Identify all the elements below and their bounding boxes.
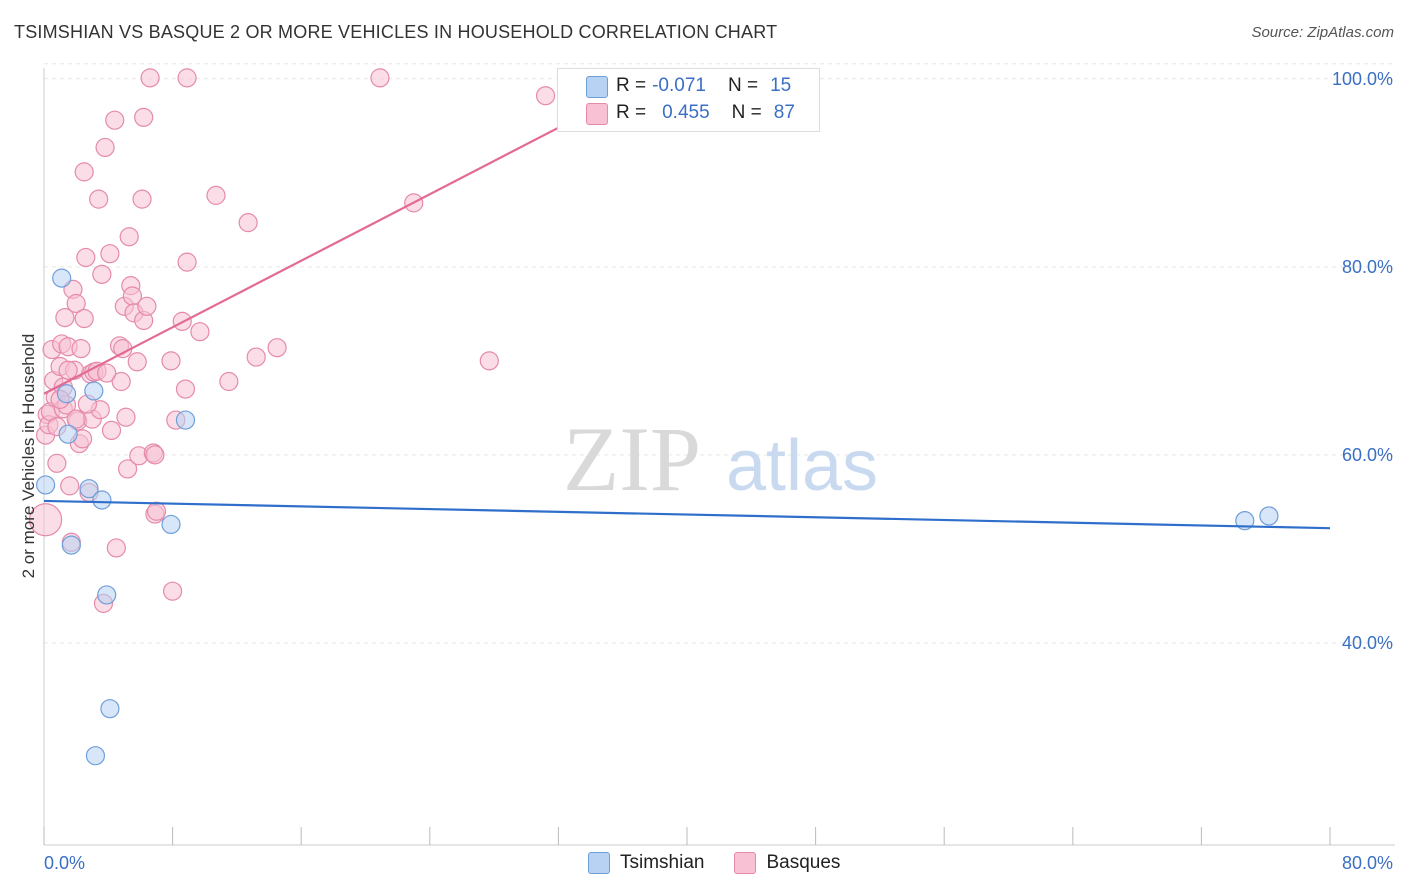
tsimshian-point [92,490,112,510]
basques-point [116,407,136,427]
basques-point [95,137,115,158]
tsimshian-legend-icon [588,852,610,874]
legend-r-value: 0.455 [662,102,710,123]
basques-point [47,453,67,473]
basques-point [97,363,117,383]
basques-point [479,351,499,371]
basques-point [161,351,181,371]
basques-point [132,189,152,209]
basques-point [267,338,287,358]
tsimshian-point [56,384,77,404]
watermark-zip: ZIP [563,408,701,510]
grid-lines [44,63,1395,644]
basques-point [66,293,86,314]
tsimshian-point [84,381,104,401]
basques-point [140,68,160,88]
legend-row-basques: R = 0.455 N = 87 [586,100,795,126]
basques-point [163,581,183,601]
basques-point [101,420,122,441]
basques-swatch-icon [586,103,608,125]
axes [43,68,1395,846]
basques-point [134,107,154,127]
basques-point [76,247,96,268]
legend-n-label: N = [731,102,762,123]
basques-point [119,227,139,247]
basques-point [100,244,120,264]
basques-point [74,308,94,329]
basques-point [137,296,157,316]
legend-n-value: 15 [770,75,792,96]
y-tick-label: 40.0% [1342,633,1393,653]
tsimshian-swatch-icon [586,76,608,98]
basques-point [190,322,210,342]
legend-r-label: R = [616,75,647,96]
y-axis-label: 2 or more Vehicles in Household [19,334,38,579]
legend-label-tsimshian: Tsimshian [620,852,705,873]
tsimshian-point [79,479,99,499]
basques-point [145,445,165,465]
basques-point [117,459,138,479]
basques-point [206,185,226,205]
y-tick-label: 100.0% [1332,69,1393,89]
y-tick-label: 80.0% [1342,257,1393,277]
basques-point [127,352,147,372]
basques-point [146,501,167,521]
tsimshian-point [61,535,81,555]
basques-point [60,476,80,496]
basques-legend-icon [734,852,757,874]
tsimshian-point [97,585,117,605]
legend-row-tsimshian: R = -0.071 N = 15 [586,73,791,99]
tick-labels: 40.0% 60.0% 80.0% 100.0% 0.0% 80.0% [44,69,1393,873]
legend-n-label: N = [727,75,759,96]
legend-n-value: 87 [773,102,795,123]
legend-item-basques: Basques [734,852,840,874]
legend-label-basques: Basques [766,852,841,873]
y-tick-label: 60.0% [1342,445,1393,465]
tsimshian-point [58,424,78,444]
basques-point [66,409,86,429]
basques-point [238,213,258,233]
tsimshian-point [1235,511,1255,531]
basques-point [177,252,197,272]
basques-point [177,68,197,88]
legend-r-value: -0.071 [652,75,706,96]
tsimshian-point [175,410,196,430]
basques-point [175,379,196,399]
basques-point [89,189,109,209]
tsimshian-point [52,268,72,288]
basques-point [219,371,239,392]
basques-point [92,264,112,284]
tsimshian-point [85,746,106,766]
legend-item-tsimshian: Tsimshian [588,852,704,874]
basques-point [55,307,75,328]
tsimshian-trend-line [43,499,1331,530]
basques-point [370,68,390,88]
tsimshian-point [1259,506,1279,526]
data-points [29,68,1279,766]
basques-point [106,538,126,558]
correlation-legend: R = -0.071 N = 15 R = 0.455 N = 87 [557,68,820,132]
source-label: Source: ZipAtlas.com [1251,24,1394,41]
tsimshian-point [100,699,120,719]
x-tick-label: 0.0% [44,853,85,873]
basques-point [71,339,91,359]
watermark-atlas: atlas [726,426,878,506]
basques-point [111,371,131,392]
series-legend: Tsimshian Basques [588,852,870,874]
x-tick-label: 80.0% [1342,853,1393,873]
basques-point [246,347,266,367]
basques-point [29,503,63,537]
basques-point [74,162,94,182]
chart-title: TSIMSHIAN VS BASQUE 2 OR MORE VEHICLES I… [14,22,778,42]
tsimshian-point [36,475,56,495]
basques-point [58,360,78,380]
watermark: ZIP atlas [563,408,878,510]
legend-r-label: R = [616,102,647,123]
basques-trend-line [43,76,656,395]
tsimshian-point [161,514,181,535]
basques-point [535,86,556,106]
basques-point [105,110,125,130]
trend-lines [43,76,1331,530]
